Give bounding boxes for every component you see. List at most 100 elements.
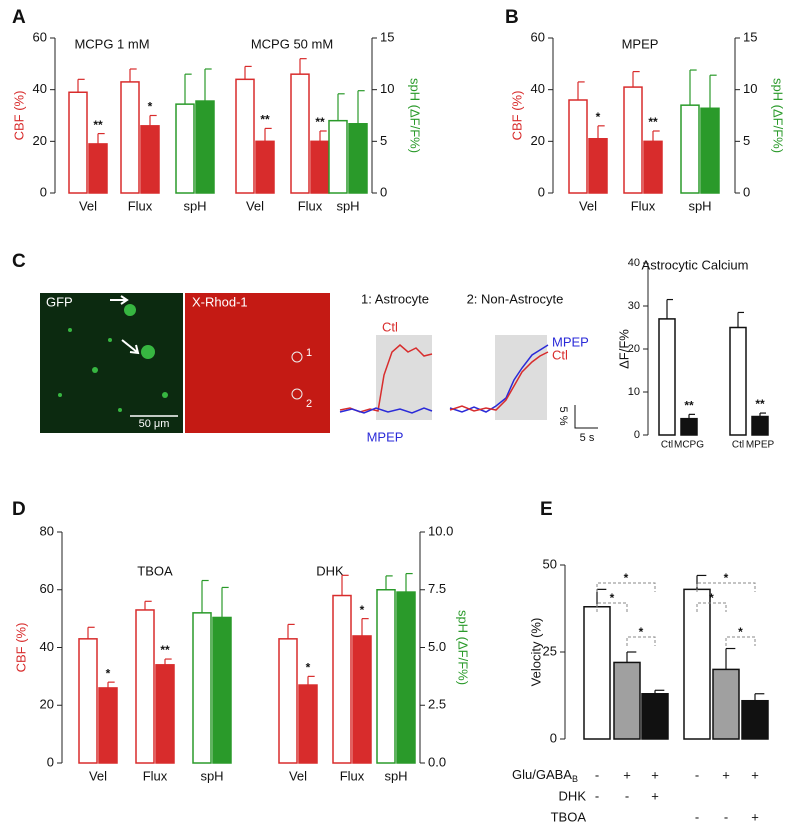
y-tick-label: 20 [531, 133, 545, 148]
significance: * [360, 603, 365, 617]
arrow [121, 339, 140, 355]
bar [192, 612, 212, 764]
significance: * [106, 666, 111, 680]
y-tick-label: 15 [380, 29, 394, 44]
chart-title: Astrocytic Calcium [642, 257, 749, 272]
condition-mark: - [695, 767, 699, 782]
y-tick-label: 30 [628, 300, 640, 312]
x-tick-label: MPEP [746, 440, 775, 451]
y-tick-label: 10 [628, 386, 640, 398]
x-tick-label: Flux [631, 198, 656, 213]
scale-bar [574, 405, 598, 429]
condition-mark: + [651, 788, 659, 803]
comparison-bracket [626, 636, 656, 646]
y-tick-label: 25 [543, 643, 557, 658]
group-label: MCPG 50 mM [251, 36, 333, 51]
bar [88, 143, 108, 194]
x-tick-label: Vel [246, 198, 264, 213]
bar [396, 591, 416, 764]
x-tick-label: spH [183, 198, 206, 213]
y-tick-label: 10 [380, 81, 394, 96]
bar [68, 91, 88, 194]
bar [658, 318, 676, 436]
bar [751, 415, 769, 436]
y-tick-label: 80 [40, 523, 54, 538]
bar [120, 81, 140, 194]
bar [195, 100, 215, 194]
bar [683, 588, 711, 740]
roi-label: 2 [306, 398, 312, 410]
x-tick-label: spH [384, 768, 407, 783]
y-tick-label: 2.5 [428, 697, 446, 712]
condition-mark: + [722, 767, 730, 782]
bar [641, 693, 669, 740]
significance: ** [315, 115, 325, 129]
x-tick-label: Flux [128, 198, 153, 213]
scale-label: 5 % [557, 407, 569, 426]
group-label: TBOA [137, 563, 173, 578]
y-tick-label: 10.0 [428, 523, 453, 538]
comparison-bracket [696, 582, 756, 592]
bar [278, 638, 298, 764]
comparison-bracket [696, 602, 727, 612]
bar [712, 668, 740, 740]
x-tick-label: Vel [579, 198, 597, 213]
bar [613, 661, 641, 740]
condition-label-subscript: B [572, 774, 578, 784]
condition-mark: + [751, 809, 759, 824]
x-tick-label: Flux [143, 768, 168, 783]
y2-axis-label: spH (ΔF/F%) [408, 78, 423, 153]
y-tick-label: 5 [380, 133, 387, 148]
x-tick-label: Flux [298, 198, 323, 213]
y-tick-label: 50 [543, 556, 557, 571]
y-tick-label: 7.5 [428, 581, 446, 596]
y-tick-label: 40 [40, 639, 54, 654]
gfp-cells [58, 304, 168, 412]
bar [332, 594, 352, 764]
y-axis-label: Velocity (%) [528, 618, 543, 687]
bar [235, 78, 255, 194]
bar [140, 125, 160, 194]
condition-mark: + [751, 767, 759, 782]
x-tick-label: Ctl [661, 440, 673, 451]
significance: * [624, 571, 629, 585]
y-tick-label: 0 [743, 184, 750, 199]
y-tick-label: 0 [634, 429, 640, 441]
roi [291, 351, 303, 363]
y-tick-label: 15 [743, 29, 757, 44]
y-tick-label: 20 [628, 343, 640, 355]
panel-letter: B [505, 7, 519, 28]
rhod-image [185, 293, 330, 433]
y-tick-label: 0 [380, 184, 387, 199]
panel-c: C GFP 50 μm X-Rhod-1 1 2 1: Astrocyte Ct… [12, 251, 598, 444]
condition-label: TBOA [551, 809, 587, 824]
significance: ** [684, 399, 694, 413]
y-tick-label: 60 [531, 29, 545, 44]
bar [583, 606, 611, 740]
scale-label: 5 s [580, 432, 595, 444]
comparison-bracket [725, 636, 756, 646]
y-tick-label: 0 [47, 754, 54, 769]
trace-label: Ctl [552, 347, 568, 362]
significance: * [709, 591, 714, 605]
y-tick-label: 5.0 [428, 639, 446, 654]
bar [135, 609, 155, 764]
condition-mark: + [623, 767, 631, 782]
x-tick-label: MCPG [674, 440, 704, 451]
y-tick-label: 0 [538, 184, 545, 199]
bar [352, 635, 372, 764]
bar [729, 326, 747, 436]
bar [155, 664, 175, 764]
bar [700, 107, 720, 194]
bar [310, 140, 330, 194]
x-tick-label: Vel [289, 768, 307, 783]
gfp-image [40, 293, 183, 433]
condition-label: DHK [559, 788, 587, 803]
bar [78, 638, 98, 764]
roi [291, 388, 303, 400]
bar [348, 123, 368, 194]
y-tick-label: 40 [531, 81, 545, 96]
group-label: DHK [316, 563, 344, 578]
condition-mark: - [595, 767, 599, 782]
bar [588, 138, 608, 194]
